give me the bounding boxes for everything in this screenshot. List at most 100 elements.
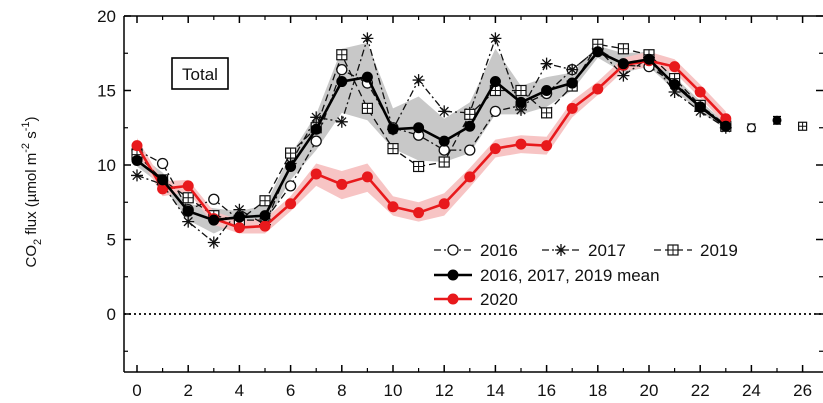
legend-2020: 2020 xyxy=(434,290,518,309)
y-tick-label: 20 xyxy=(97,7,116,26)
legend-2016-2017-2019-mean-label: 2016, 2017, 2019 mean xyxy=(480,266,660,285)
series-2019-point xyxy=(259,195,271,207)
series-2017-point xyxy=(361,32,374,45)
series-2019-point-cross xyxy=(183,192,194,203)
series-2020-point xyxy=(592,83,604,95)
series-2017-point xyxy=(233,203,246,216)
series-2020-point xyxy=(233,222,245,234)
series-2016-point xyxy=(464,144,476,156)
series-2016-point xyxy=(284,180,297,192)
series-2016-point xyxy=(208,193,220,205)
x-tick-label: 4 xyxy=(235,381,244,400)
series-2016-2017-2019-mean-point xyxy=(566,77,578,89)
legend-2017-marker xyxy=(555,244,567,256)
series-2016-2017-2019-mean-point xyxy=(489,76,501,88)
series-2019-point xyxy=(617,43,630,55)
legend: 2016 2017 2019 2016, 2017, 2019 mean 2020 xyxy=(434,241,738,309)
series-2016-point xyxy=(310,135,322,147)
series-2016-2017-2019-mean-point xyxy=(259,210,271,222)
x-tick-label: 16 xyxy=(537,381,556,400)
series-2016-2017-2019-mean-point xyxy=(643,53,655,65)
series-2020-point xyxy=(336,178,348,190)
series-2016-2017-2019-mean xyxy=(131,46,732,226)
series-2020-point xyxy=(413,207,425,219)
series-2019-point-cross xyxy=(618,43,629,54)
series-2019-point xyxy=(438,156,450,168)
ylabel-mid: flux (µmol m xyxy=(23,153,40,239)
series-2019-point-cross xyxy=(388,143,398,154)
series-2019-point-cross xyxy=(490,85,501,96)
series-2020-point xyxy=(541,140,553,152)
legend-2017-label: 2017 xyxy=(588,241,626,260)
panel-label: Total xyxy=(182,65,218,84)
series-2019-point-cross xyxy=(336,49,347,60)
series-2016-2017-2019-mean-point xyxy=(515,96,527,108)
panel-label-box xyxy=(171,57,229,90)
series-2017-point xyxy=(617,69,630,82)
series-2016-2017-2019-mean-point xyxy=(182,205,194,217)
series-group xyxy=(131,32,808,249)
legend-2016: 2016 xyxy=(434,241,518,260)
series-2020-point xyxy=(387,201,399,213)
ylabel-suffix: ) xyxy=(23,116,40,121)
series-2019-point xyxy=(387,143,399,155)
series-2020-point xyxy=(182,180,194,192)
ylabel-mid2: s xyxy=(23,131,40,143)
series-2020 xyxy=(131,55,732,234)
summary-point xyxy=(772,115,782,125)
series-2016-2017-2019-mean-point xyxy=(694,101,706,113)
series-2020-point xyxy=(438,198,450,210)
series-2019-point xyxy=(182,192,194,204)
series-2019-point-cross xyxy=(464,109,475,120)
series-2019-point-cross xyxy=(285,148,296,159)
series-2020-point xyxy=(285,198,297,210)
legend-2019-label: 2019 xyxy=(700,241,738,260)
panel-label-group: Total xyxy=(171,57,229,90)
series-2017-point xyxy=(438,105,451,118)
series-2016-2017-2019-mean-point xyxy=(669,79,681,91)
series-2017-point xyxy=(310,111,323,124)
legend-2016-2017-2019-mean: 2016, 2017, 2019 mean xyxy=(434,266,660,285)
series-2017-point xyxy=(412,74,425,87)
series-2019-point xyxy=(540,107,553,119)
x-tick-label: 12 xyxy=(435,381,454,400)
series-2020-point xyxy=(259,220,271,232)
series-2017-point xyxy=(335,115,348,128)
ylabel-prefix: CO xyxy=(23,245,40,268)
legend-2017: 2017 xyxy=(542,241,626,260)
series-2020-point xyxy=(669,61,681,73)
ylabel-sub: 2 xyxy=(32,239,44,245)
y-tick-label: 10 xyxy=(97,156,116,175)
series-2020-point xyxy=(489,143,501,155)
series-2017-point xyxy=(131,169,143,182)
series-2016-point xyxy=(489,105,502,118)
y-tick-label: 15 xyxy=(97,82,116,101)
series-2016-2017-2019-mean-point xyxy=(617,58,629,70)
x-tick-label: 14 xyxy=(486,381,505,400)
series-2016-2017-2019-mean-point xyxy=(310,123,322,135)
x-tick-label: 0 xyxy=(132,381,141,400)
series-2016-2017-2019-mean-point xyxy=(592,46,604,58)
series-2019-point-cross xyxy=(362,103,373,114)
series-2016-point xyxy=(156,157,169,170)
summary-points xyxy=(746,115,808,133)
series-2017-point xyxy=(668,85,681,98)
series-2019-point xyxy=(361,102,373,114)
summary-point xyxy=(797,121,808,131)
ylabel-sup2: -1 xyxy=(20,121,32,131)
series-2019-point xyxy=(336,49,348,61)
series-2020-point xyxy=(566,102,578,114)
series-2020-point xyxy=(131,140,143,152)
x-tick-label: 24 xyxy=(742,381,761,400)
x-tick-label: 26 xyxy=(793,381,812,400)
band-mean xyxy=(137,42,726,234)
series-2016-2017-2019-mean-point xyxy=(464,120,476,132)
series-2016-2017-2019-mean-point xyxy=(541,85,553,96)
series-2019-point xyxy=(285,147,297,159)
series-2020-point xyxy=(310,168,322,180)
ylabel-sup1: -2 xyxy=(20,143,32,153)
x-tick-label: 2 xyxy=(183,381,192,400)
series-2016-2017-2019-mean-point xyxy=(131,155,143,167)
series-2017-point xyxy=(566,63,579,76)
